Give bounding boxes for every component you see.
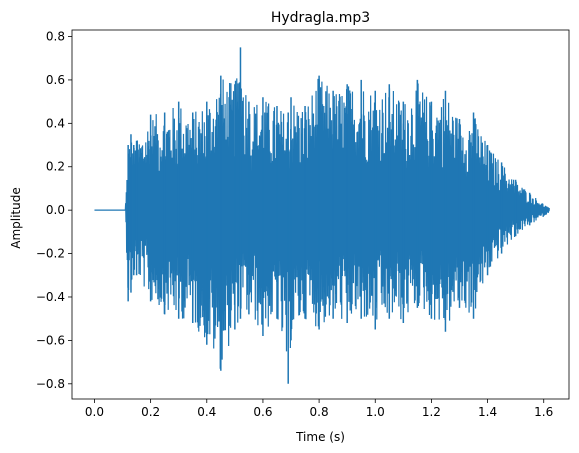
x-tick-label: 0.4 — [197, 405, 216, 419]
y-tick-label: 0.8 — [46, 30, 65, 44]
y-tick-label: −0.2 — [36, 247, 65, 261]
y-tick-label: 0.2 — [46, 160, 65, 174]
x-tick-label: 0.2 — [141, 405, 160, 419]
y-axis-label: Amplitude — [9, 187, 23, 249]
x-axis-label: Time (s) — [295, 430, 345, 444]
x-axis-ticks: 0.0 0.2 0.4 0.6 0.8 1.0 1.2 1.4 1.6 — [85, 399, 553, 419]
x-tick-label: 0.6 — [253, 405, 272, 419]
x-tick-label: 1.2 — [422, 405, 441, 419]
plot-area — [71, 29, 570, 400]
x-tick-label: 0.0 — [85, 405, 104, 419]
y-tick-label: −0.4 — [36, 290, 65, 304]
y-tick-label: −0.6 — [36, 333, 65, 347]
waveform-line — [94, 78, 550, 369]
y-tick-label: 0.4 — [46, 116, 65, 130]
x-tick-label: 1.0 — [366, 405, 385, 419]
y-axis-ticks: −0.8 −0.6 −0.4 −0.2 0.0 0.2 0.4 0.6 0.8 — [36, 30, 72, 391]
plot-frame — [71, 29, 570, 400]
chart-title: Hydragla.mp3 — [271, 10, 370, 26]
y-tick-label: −0.8 — [36, 377, 65, 391]
x-tick-label: 0.8 — [310, 405, 329, 419]
x-tick-label: 1.4 — [478, 405, 497, 419]
x-tick-label: 1.6 — [534, 405, 553, 419]
y-tick-label: 0.6 — [46, 73, 65, 87]
y-tick-label: 0.0 — [46, 203, 65, 217]
